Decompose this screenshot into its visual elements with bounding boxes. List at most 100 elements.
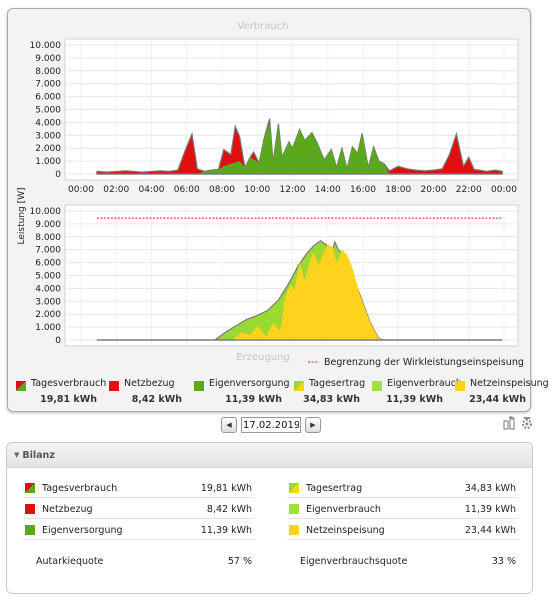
bilanz-swatch: [25, 483, 35, 493]
x-tick-label: 00:00: [491, 185, 517, 195]
x-tick-label: 08:00: [209, 185, 235, 195]
legend-value: 23,44 kWh: [469, 394, 526, 405]
y-tick-label: 3.000: [35, 297, 61, 307]
x-tick-label: 20:00: [421, 185, 447, 195]
bilanz-panel: ▼ Bilanz Tagesverbrauch 19,81 kWh Netzbezu…: [6, 442, 533, 594]
x-tick-label: 14:00: [315, 185, 341, 195]
arrow-left-icon: ◀: [226, 421, 232, 429]
legend-label: Netzbezug: [124, 378, 175, 389]
legend-item-eigenversorgung[interactable]: Eigenversorgung 11,39 kWh: [186, 373, 290, 411]
bilanz-quote-row: Autarkiequote 57 %: [23, 552, 254, 572]
bilanz-value: 34,83 kWh: [464, 483, 516, 494]
chart-tools: [503, 416, 533, 430]
y-tick-label: 6.000: [35, 93, 61, 103]
bilanz-label: Netzeinspeisung: [306, 525, 385, 536]
bilanz-row-netzbezug: Netzbezug 8,42 kWh: [23, 498, 254, 519]
y-tick-label: 5.000: [35, 106, 61, 116]
legend-label: Tagesertrag: [309, 378, 366, 389]
x-tick-label: 16:00: [350, 185, 376, 195]
consumption-series-eigenversorgung: [96, 122, 503, 174]
y-tick-label: 9.000: [35, 54, 61, 64]
bilanz-swatch: [289, 504, 299, 514]
legend-item-netzeinspeisung[interactable]: Netzeinspeisung 23,44 kWh: [447, 373, 549, 411]
quote-value: 33 %: [491, 556, 516, 567]
y-tick-label: 7.000: [35, 246, 61, 256]
prev-day-button[interactable]: ◀: [221, 417, 237, 433]
date-navigation: ◀ ▶: [221, 416, 321, 434]
bilanz-swatch: [289, 525, 299, 535]
legend-item-eigenverbrauch[interactable]: Eigenverbrauch 11,39 kWh: [364, 373, 462, 411]
y-tick-label: 8.000: [35, 67, 61, 77]
legend-value: 11,39 kWh: [225, 394, 282, 405]
legend-label: Netzeinspeisung: [470, 378, 549, 389]
y-tick-label: 0: [55, 170, 61, 180]
legend-value: 19,81 kWh: [40, 394, 97, 405]
legend-swatch: [109, 381, 119, 391]
bilanz-swatch: [25, 525, 35, 535]
y-tick-label: 0: [55, 336, 61, 346]
bilanz-swatch: [25, 504, 35, 514]
legend-label: Tagesverbrauch: [31, 378, 107, 389]
y-tick-label: 5.000: [35, 272, 61, 282]
quote-label: Autarkiequote: [36, 556, 104, 567]
legend-item-tagesertrag[interactable]: Tagesertrag 34,83 kWh: [286, 373, 366, 411]
y-tick-label: 10.000: [30, 207, 62, 217]
legend-item-netzbezug[interactable]: Netzbezug 8,42 kWh: [101, 373, 186, 411]
x-tick-label: 02:00: [103, 185, 129, 195]
quote-value: 57 %: [227, 556, 252, 567]
consumption-chart-title: Verbrauch: [237, 21, 288, 32]
chart-legend: Tagesverbrauch 19,81 kWh Netzbezug 8,42 kWh…: [8, 373, 549, 411]
bilanz-label: Tagesverbrauch: [42, 483, 118, 494]
settings-icon[interactable]: [521, 416, 533, 430]
legend-swatch: [455, 381, 465, 391]
bilanz-header[interactable]: ▼ Bilanz: [7, 443, 532, 468]
bilanz-swatch: [289, 483, 299, 493]
date-field[interactable]: [241, 417, 301, 433]
legend-swatch: [16, 381, 26, 391]
bilanz-value: 11,39 kWh: [464, 504, 516, 515]
next-day-button[interactable]: ▶: [305, 417, 321, 433]
bilanz-quote-row: Eigenverbrauchsquote 33 %: [287, 552, 518, 572]
bilanz-label: Eigenverbrauch: [306, 504, 381, 515]
bilanz-label: Tagesertrag: [306, 483, 363, 494]
x-tick-label: 04:00: [139, 185, 165, 195]
y-tick-label: 1.000: [35, 323, 61, 333]
y-tick-label: 10.000: [30, 41, 62, 51]
chart-panel: Verbrauch Erzeugung Leistung [W] 10.000 9…: [7, 8, 549, 412]
quote-label: Eigenverbrauchsquote: [300, 556, 408, 567]
energy-chart: Verbrauch Erzeugung Leistung [W] 10.000 9…: [17, 21, 524, 368]
legend-label: Eigenversorgung: [209, 378, 290, 389]
y-tick-label: 4.000: [35, 284, 61, 294]
bilanz-title: Bilanz: [22, 449, 55, 461]
bilanz-generation-column: Tagesertrag 34,83 kWh Eigenverbrauch 11,39 …: [287, 477, 518, 572]
x-tick-label: 12:00: [280, 185, 306, 195]
generation-series-netzeinspeisung: [96, 244, 503, 340]
bilanz-value: 19,81 kWh: [200, 483, 252, 494]
y-tick-label: 9.000: [35, 220, 61, 230]
legend-swatch: [194, 381, 204, 391]
export-icon[interactable]: [503, 416, 515, 430]
bilanz-row-netzeinspeisung: Netzeinspeisung 23,44 kWh: [287, 519, 518, 540]
x-tick-label: 00:00: [68, 185, 94, 195]
y-tick-label: 1.000: [35, 157, 61, 167]
collapse-arrow-icon: ▼: [14, 451, 20, 459]
x-tick-label: 10:00: [244, 185, 270, 195]
y-tick-label: 2.000: [35, 144, 61, 154]
legend-item-tagesverbrauch[interactable]: Tagesverbrauch 19,81 kWh: [8, 373, 106, 411]
generation-chart-title: Erzeugung: [236, 352, 290, 363]
arrow-right-icon: ▶: [310, 421, 316, 429]
bilanz-value: 23,44 kWh: [464, 525, 516, 536]
legend-value: 34,83 kWh: [303, 394, 360, 405]
x-tick-label: 06:00: [174, 185, 200, 195]
bilanz-row-eigenverbrauch: Eigenverbrauch 11,39 kWh: [287, 498, 518, 519]
legend-value: 8,42 kWh: [131, 394, 182, 405]
bilanz-value: 8,42 kWh: [206, 504, 252, 515]
y-axis-label: Leistung [W]: [17, 187, 27, 244]
y-tick-label: 4.000: [35, 118, 61, 128]
limit-legend-label: Begrenzung der Wirkleistungseinspeisung: [324, 357, 524, 368]
y-tick-label: 2.000: [35, 310, 61, 320]
y-tick-label: 3.000: [35, 131, 61, 141]
bilanz-label: Eigenversorgung: [42, 525, 123, 536]
y-tick-label: 6.000: [35, 259, 61, 269]
x-tick-label: 22:00: [456, 185, 482, 195]
